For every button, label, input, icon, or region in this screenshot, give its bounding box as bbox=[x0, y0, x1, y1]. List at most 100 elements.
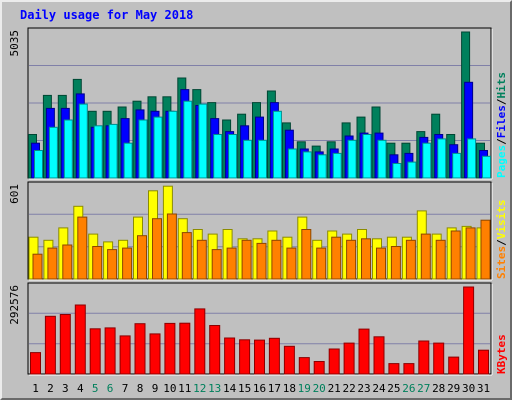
bar-kbytes-day-16 bbox=[254, 339, 265, 375]
x-tick-label-day-9: 9 bbox=[152, 382, 159, 395]
bar-sites-day-28 bbox=[435, 239, 446, 280]
bar-sites-day-5 bbox=[92, 246, 103, 280]
bar-pages-day-14 bbox=[228, 134, 238, 179]
bar-pages-day-25 bbox=[392, 163, 402, 179]
bar-kbytes-day-17 bbox=[268, 337, 280, 375]
bar-sites-day-31 bbox=[480, 219, 491, 280]
bar-pages-day-13 bbox=[213, 134, 223, 179]
bar-kbytes-day-7 bbox=[119, 335, 131, 375]
bar-sites-day-6 bbox=[107, 249, 118, 280]
bar-sites-day-22 bbox=[346, 239, 357, 280]
bar-sites-day-14 bbox=[226, 247, 237, 280]
bar-sites-day-30 bbox=[465, 227, 476, 280]
bar-pages-day-6 bbox=[108, 123, 118, 179]
bar-kbytes-day-5 bbox=[89, 328, 101, 375]
bar-pages-day-31 bbox=[482, 155, 491, 179]
bar-kbytes-day-25 bbox=[388, 363, 400, 375]
bar-kbytes-day-26 bbox=[403, 363, 415, 375]
max-value-label: 5035 bbox=[8, 30, 21, 57]
legend-entry-sites: Sites bbox=[495, 246, 508, 279]
bar-kbytes-day-9 bbox=[149, 333, 161, 375]
legend-entry-files: Files bbox=[495, 105, 508, 138]
bar-pages-day-9 bbox=[153, 116, 163, 179]
bar-kbytes-day-24 bbox=[373, 336, 385, 375]
x-tick-label-day-22: 22 bbox=[342, 382, 355, 395]
chart-title: Daily usage for May 2018 bbox=[20, 8, 194, 22]
x-tick-label-day-19: 19 bbox=[298, 382, 311, 395]
panel-visits-sites: 601 Sites/Visits bbox=[8, 181, 508, 281]
bar-pages-day-12 bbox=[198, 103, 208, 179]
legend-entry-hits: Hits bbox=[495, 72, 508, 99]
max-value-label: 601 bbox=[8, 184, 21, 204]
bar-kbytes-day-29 bbox=[448, 356, 460, 375]
x-tick-label-day-2: 2 bbox=[47, 382, 54, 395]
x-tick-label-day-24: 24 bbox=[372, 382, 386, 395]
x-tick-label-day-26: 26 bbox=[402, 382, 415, 395]
x-tick-label-day-16: 16 bbox=[253, 382, 266, 395]
bar-sites-day-24 bbox=[376, 247, 386, 280]
legend-separator: / bbox=[495, 138, 508, 145]
legend-entry-pages: Pages bbox=[495, 145, 508, 178]
bar-pages-day-7 bbox=[123, 142, 133, 179]
x-tick-label-day-3: 3 bbox=[62, 382, 69, 395]
bar-pages-day-4 bbox=[78, 103, 88, 179]
x-tick-label-day-30: 30 bbox=[462, 382, 475, 395]
x-tick-label-day-21: 21 bbox=[328, 382, 341, 395]
bar-sites-day-9 bbox=[152, 218, 162, 280]
bar-kbytes-day-27 bbox=[418, 340, 430, 375]
x-tick-label-day-27: 27 bbox=[417, 382, 430, 395]
bar-kbytes-day-6 bbox=[104, 327, 116, 375]
legend-kbytes: KBytes bbox=[495, 334, 508, 374]
x-tick-label-day-7: 7 bbox=[122, 382, 129, 395]
bar-pages-day-11 bbox=[183, 100, 193, 179]
bar-sites-day-15 bbox=[241, 239, 252, 280]
bar-sites-day-16 bbox=[256, 242, 267, 280]
legend-separator: / bbox=[495, 239, 508, 246]
x-tick-label-day-13: 13 bbox=[208, 382, 221, 395]
bar-sites-day-13 bbox=[211, 249, 222, 280]
bar-kbytes-day-10 bbox=[164, 322, 176, 375]
bar-sites-day-23 bbox=[361, 238, 371, 280]
x-tick-label-day-14: 14 bbox=[223, 382, 237, 395]
bar-kbytes-day-8 bbox=[134, 323, 146, 375]
legend-visits-sites: Sites/Visits bbox=[495, 200, 508, 280]
bar-sites-day-19 bbox=[301, 229, 312, 280]
bar-pages-day-1 bbox=[34, 150, 43, 179]
bar-sites-day-17 bbox=[271, 239, 282, 280]
x-tick-label-day-25: 25 bbox=[387, 382, 400, 395]
bar-kbytes-day-4 bbox=[74, 304, 86, 375]
bar-pages-day-30 bbox=[467, 138, 477, 179]
bar-sites-day-20 bbox=[316, 247, 327, 280]
bar-pages-day-18 bbox=[287, 148, 297, 179]
bar-pages-day-3 bbox=[63, 119, 73, 179]
bar-sites-day-2 bbox=[47, 247, 58, 280]
bar-pages-day-19 bbox=[302, 151, 312, 179]
bar-kbytes-day-15 bbox=[239, 339, 251, 375]
x-tick-label-day-8: 8 bbox=[137, 382, 144, 395]
bar-kbytes-day-19 bbox=[298, 357, 310, 375]
x-tick-label-day-5: 5 bbox=[92, 382, 99, 395]
bar-pages-day-24 bbox=[377, 139, 387, 179]
bar-pages-day-16 bbox=[258, 139, 267, 179]
bar-kbytes-day-18 bbox=[283, 345, 295, 375]
bar-kbytes-day-1 bbox=[30, 352, 41, 375]
bar-pages-day-29 bbox=[452, 152, 462, 179]
panel-kbytes: 292576 KBytes bbox=[8, 282, 508, 376]
bar-pages-day-5 bbox=[93, 125, 103, 179]
x-axis-day-labels: 1 2 3 4 5 6 7 8 9 10 11 12 13 14 15 16 17 18 19 20 21 22 23 24 2… bbox=[32, 382, 490, 395]
bar-pages-day-23 bbox=[362, 134, 372, 179]
bar-pages-day-8 bbox=[138, 119, 148, 179]
bar-kbytes-day-12 bbox=[194, 308, 206, 375]
bar-kbytes-day-31 bbox=[478, 349, 489, 375]
bar-sites-day-18 bbox=[286, 247, 297, 280]
bar-kbytes-day-23 bbox=[358, 328, 370, 375]
x-tick-label-day-10: 10 bbox=[163, 382, 176, 395]
bar-sites-day-1 bbox=[32, 253, 43, 280]
bar-kbytes-day-28 bbox=[433, 342, 445, 375]
bar-sites-day-4 bbox=[77, 216, 88, 280]
bar-sites-day-29 bbox=[450, 230, 461, 280]
bar-pages-day-2 bbox=[48, 126, 58, 179]
bar-sites-day-11 bbox=[181, 232, 192, 280]
